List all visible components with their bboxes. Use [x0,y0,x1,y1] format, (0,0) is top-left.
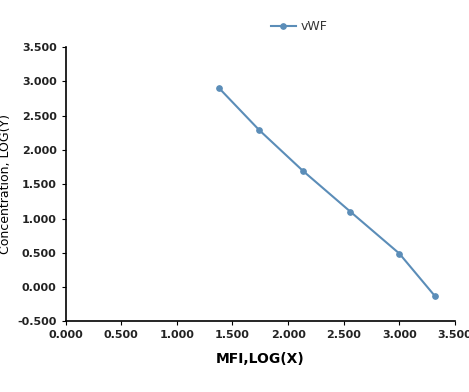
Line: vWF: vWF [216,85,438,299]
vWF [216,86,222,91]
X-axis label: MFI,LOG(X): MFI,LOG(X) [216,352,305,366]
vWF [432,294,438,298]
vWF [300,168,305,173]
vWF [257,128,262,132]
Y-axis label: Concentration, LOG(Y): Concentration, LOG(Y) [0,114,12,254]
vWF [348,209,353,214]
vWF [396,251,402,256]
Legend: vWF: vWF [271,20,328,33]
